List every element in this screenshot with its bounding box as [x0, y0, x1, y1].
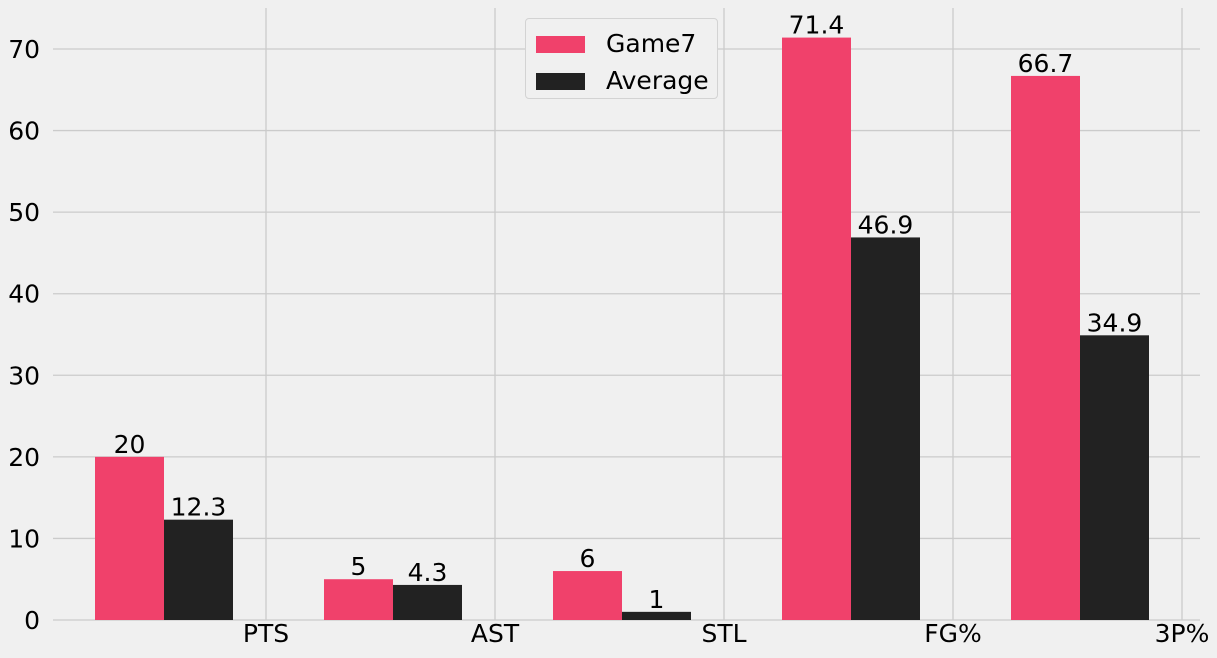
- y-tick-label: 30: [8, 361, 40, 390]
- data-label: 66.7: [1018, 49, 1074, 78]
- y-tick-label: 20: [8, 443, 40, 472]
- x-tick-label: FG%: [924, 619, 982, 648]
- data-label: 20: [114, 430, 146, 459]
- y-tick-label: 40: [8, 280, 40, 309]
- bar-game7-fgpct: [782, 37, 851, 620]
- data-label: 1: [649, 585, 665, 614]
- data-label: 46.9: [858, 210, 914, 239]
- bar-game7-ast: [324, 579, 393, 620]
- data-label: 12.3: [171, 493, 227, 522]
- bar-game7-pts: [95, 456, 164, 620]
- legend-label-game7: Game7: [606, 29, 697, 58]
- bar-game7-3ppct: [1011, 75, 1080, 620]
- x-tick-label: AST: [471, 619, 520, 648]
- y-tick-label: 50: [8, 198, 40, 227]
- y-tick-label: 10: [8, 524, 40, 553]
- bar-average-pts: [164, 519, 233, 620]
- data-label: 5: [351, 552, 367, 581]
- legend-swatch-game7: [536, 35, 585, 53]
- bar-average-ast: [393, 584, 462, 620]
- legend-item-game7: Game7: [536, 30, 696, 58]
- legend-item-average: Average: [536, 67, 709, 95]
- y-tick-label: 60: [8, 117, 40, 146]
- data-label: 34.9: [1087, 308, 1143, 337]
- bar-average-3ppct: [1080, 335, 1149, 620]
- y-tick-label: 0: [24, 606, 40, 635]
- legend: Game7 Average: [525, 18, 718, 99]
- bar-average-fgpct: [851, 237, 920, 620]
- legend-label-average: Average: [606, 66, 709, 95]
- legend-swatch-average: [536, 72, 585, 90]
- y-tick-label: 70: [8, 35, 40, 64]
- x-tick-label: PTS: [243, 619, 289, 648]
- x-tick-label: STL: [701, 619, 746, 648]
- data-label: 6: [580, 544, 596, 573]
- bar-average-stl: [622, 611, 691, 620]
- data-label: 4.3: [408, 558, 448, 587]
- bar-game7-stl: [553, 571, 622, 620]
- data-label: 71.4: [789, 11, 845, 40]
- x-tick-label: 3P%: [1155, 619, 1210, 648]
